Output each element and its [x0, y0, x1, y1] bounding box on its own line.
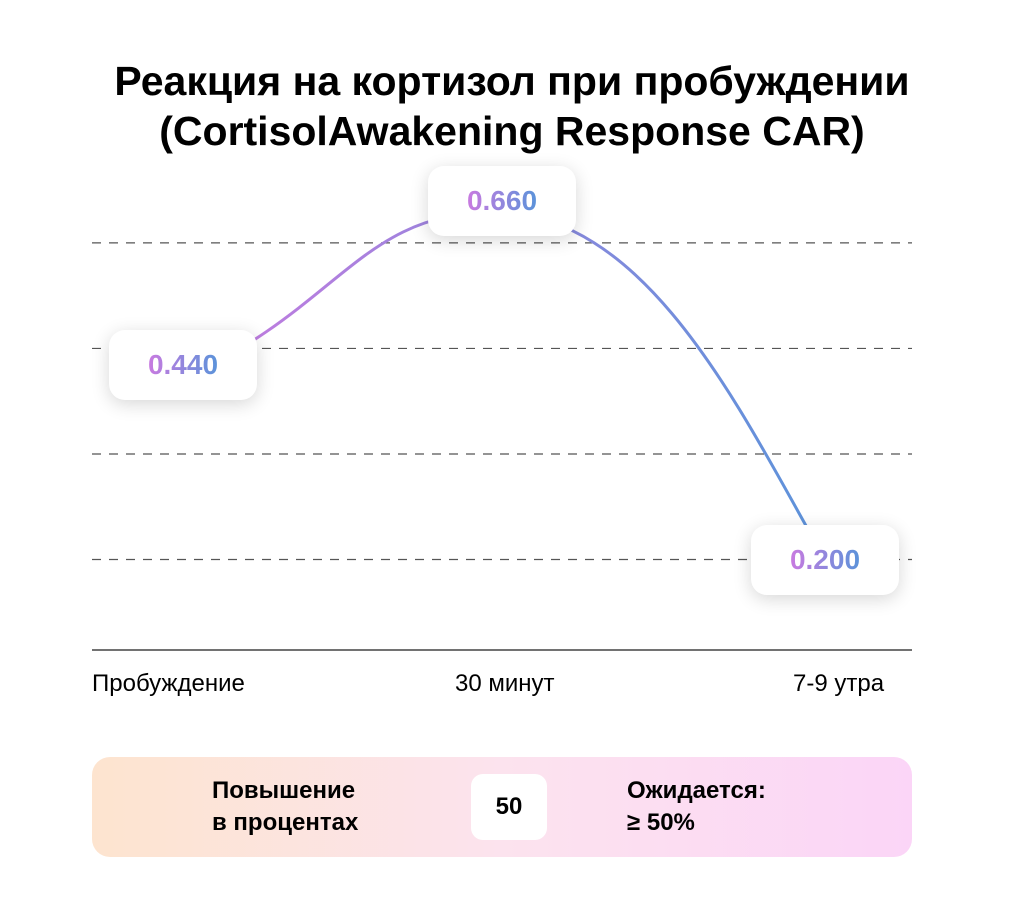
increase-label-line-1: Повышение: [212, 777, 356, 804]
title-line-2: (CortisolAwakening Response CAR): [159, 108, 865, 154]
increase-label: Повышение в процентах: [212, 775, 358, 839]
x-tick-label-1: 30 минут: [455, 670, 555, 697]
increase-value-badge: 50: [471, 774, 547, 840]
expected-label-line-2: ≥ 50%: [627, 809, 695, 836]
expected-label-line-1: Ожидается:: [627, 777, 766, 804]
x-tick-label-0: Пробуждение: [92, 670, 245, 697]
title-line-1: Реакция на кортизол при пробуждении: [114, 58, 910, 104]
data-label-text-0: 0.440: [147, 348, 219, 380]
data-label-2: 0.200: [751, 524, 899, 595]
data-label-1: 0.660: [428, 165, 576, 236]
series-line: [181, 211, 827, 562]
summary-panel: Повышение в процентах 50 Ожидается: ≥ 50…: [92, 757, 912, 857]
increase-label-line-2: в процентах: [212, 809, 359, 836]
data-label-0: 0.440: [109, 329, 257, 400]
data-label-text-1: 0.660: [466, 184, 538, 216]
data-label-text-2: 0.200: [789, 543, 861, 575]
page-title: Реакция на кортизол при пробуждении (Cor…: [0, 56, 1024, 156]
expected-label: Ожидается: ≥ 50%: [627, 775, 766, 839]
x-tick-label-2: 7-9 утра: [793, 670, 885, 697]
